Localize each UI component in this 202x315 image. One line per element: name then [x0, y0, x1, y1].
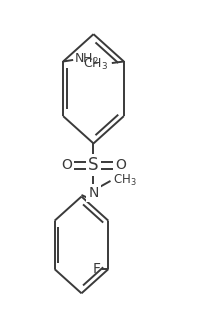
Text: N: N [88, 186, 98, 200]
Text: NH$_2$: NH$_2$ [74, 52, 99, 67]
Text: CH$_3$: CH$_3$ [82, 57, 107, 72]
Text: S: S [88, 156, 98, 174]
Text: CH$_3$: CH$_3$ [112, 172, 136, 187]
Text: O: O [61, 158, 72, 172]
Text: O: O [115, 158, 125, 172]
Text: F: F [92, 262, 100, 276]
